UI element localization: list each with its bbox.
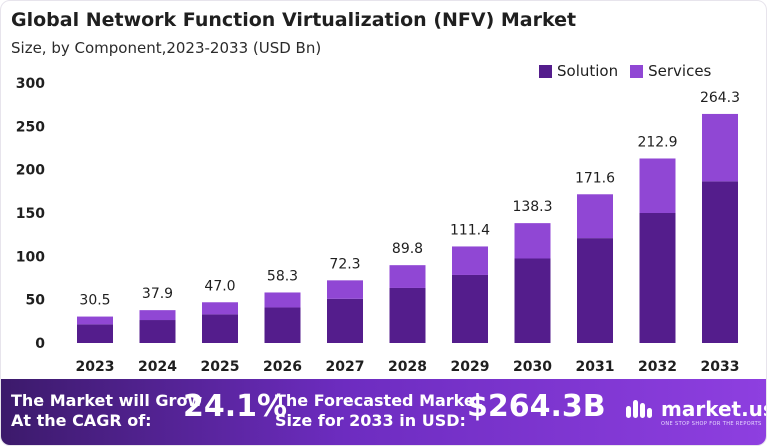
y-tick-label: 0	[35, 336, 45, 352]
bar-total-label: 111.4	[450, 222, 490, 238]
legend-swatch-services	[630, 64, 644, 78]
bar-solution	[577, 238, 613, 343]
y-tick-label: 100	[16, 249, 45, 265]
bar-services	[77, 316, 113, 325]
bar-total-label: 58.3	[267, 268, 298, 284]
y-tick-label: 200	[16, 163, 45, 179]
legend-label-solution: Solution	[557, 62, 619, 80]
x-tick-label: 2026	[263, 359, 302, 375]
x-tick-label: 2031	[576, 359, 615, 375]
bar-services	[264, 292, 301, 308]
bar-services	[577, 194, 613, 239]
bar-services	[639, 158, 676, 213]
bar-services	[389, 265, 426, 288]
bar-total-label: 72.3	[329, 256, 360, 272]
bar-solution	[77, 324, 113, 343]
bar-total-label: 89.8	[392, 241, 423, 257]
market-us-logo-icon	[626, 400, 652, 418]
y-tick-label: 150	[16, 206, 45, 222]
x-tick-label: 2023	[76, 359, 115, 375]
bar-solution	[702, 181, 738, 343]
summary-banner: The Market will Grow At the CAGR of: 24.…	[1, 379, 766, 445]
chart-legend: Solution Services	[539, 62, 711, 80]
bar-solution	[389, 287, 426, 343]
bar-total-label: 37.9	[142, 286, 173, 302]
bar-total-label: 47.0	[204, 278, 235, 294]
bar-services	[139, 310, 176, 321]
x-tick-label: 2024	[138, 359, 177, 375]
bar-total-label: 264.3	[700, 90, 740, 106]
forecast-value: $264.3B	[467, 389, 606, 424]
x-tick-label: 2030	[513, 359, 552, 375]
brand-logo: market.us ONE STOP SHOP FOR THE REPORTS	[625, 397, 767, 427]
legend-item-solution: Solution	[539, 62, 618, 80]
cagr-caption-line2: At the CAGR of:	[11, 411, 152, 430]
legend-label-services: Services	[648, 62, 712, 80]
y-tick-label: 50	[26, 293, 46, 309]
bar-solution	[327, 298, 363, 343]
x-tick-label: 2033	[701, 359, 740, 375]
legend-swatch-solution	[539, 64, 552, 78]
brand-tagline: ONE STOP SHOP FOR THE REPORTS	[661, 421, 762, 427]
legend-item-services: Services	[630, 62, 711, 80]
brand-name: market.us	[661, 397, 767, 421]
bar-services	[702, 113, 738, 182]
bar-total-label: 138.3	[512, 199, 552, 215]
bar-total-label: 212.9	[637, 134, 677, 150]
x-tick-label: 2028	[388, 359, 427, 375]
bar-solution	[202, 314, 238, 343]
bar-solution	[264, 307, 301, 343]
x-tick-label: 2032	[638, 359, 677, 375]
bar-services	[202, 302, 238, 315]
bar-total-label: 30.5	[79, 293, 110, 309]
forecast-caption-line1: The Forecasted Market	[275, 391, 483, 410]
bar-services	[452, 246, 488, 275]
bar-services	[514, 223, 551, 259]
x-tick-label: 2027	[326, 359, 365, 375]
bar-total-label: 171.6	[575, 170, 615, 186]
chart-subtitle: Size, by Component,2023-2033 (USD Bn)	[11, 39, 322, 57]
bar-solution	[514, 258, 551, 343]
bar-solution	[452, 274, 488, 343]
forecast-caption: The Forecasted Market Size for 2033 in U…	[275, 391, 482, 431]
stacked-bar-chart: 0 50 100 150 200 250 300 30.5 2023 37.9 2024 47.0 20…	[16, 76, 740, 375]
cagr-caption: The Market will Grow At the CAGR of:	[11, 391, 202, 431]
bar-solution	[139, 320, 176, 343]
x-tick-label: 2029	[451, 359, 490, 375]
cagr-value: 24.1%	[183, 389, 288, 424]
cagr-caption-line1: The Market will Grow	[11, 391, 203, 410]
x-tick-label: 2025	[201, 359, 240, 375]
bar-services	[327, 280, 363, 299]
chart-title: Global Network Function Virtualization (…	[11, 9, 577, 31]
forecast-caption-line2: Size for 2033 in USD:	[275, 411, 466, 430]
y-tick-label: 250	[16, 119, 45, 135]
y-tick-label: 300	[16, 76, 45, 92]
bar-solution	[639, 213, 676, 343]
